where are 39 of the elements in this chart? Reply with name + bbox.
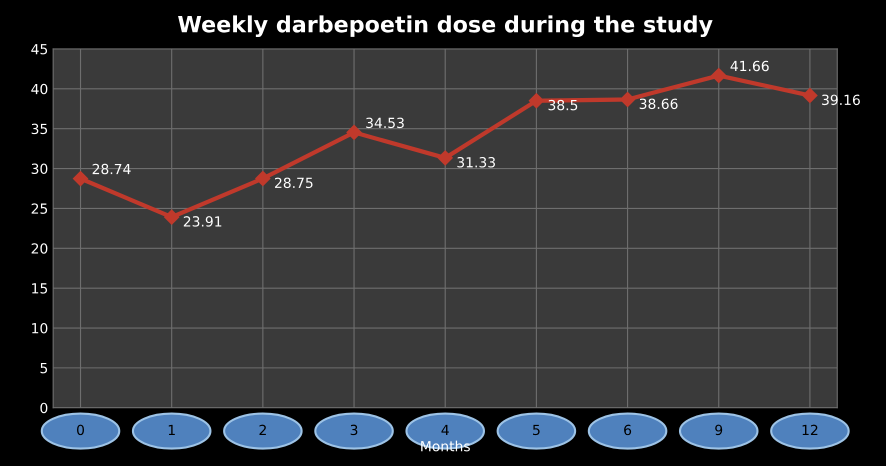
y-tick-label: 20 [32,243,48,254]
point [164,210,180,225]
y-tick-label: 10 [32,322,48,334]
point [711,68,726,84]
point [620,92,636,108]
x-tick-label: 2 [259,424,266,435]
y-tick-label: 35 [32,124,48,134]
x-tick-label: 5 [533,424,540,436]
point [438,150,453,166]
point [346,124,362,140]
data-label: 38.5 [548,100,578,110]
y-tick-label: 25 [32,203,48,214]
data-label: 28.74 [92,164,131,174]
x-tick-label: 3 [350,424,358,436]
point [255,170,270,186]
x-tick-label: 1 [168,424,175,435]
data-label: 28.75 [274,178,313,188]
point [528,93,544,108]
data-label: 23.91 [184,216,222,227]
y-tick-label: 0 [40,402,48,414]
x-tick-label: 4 [441,424,449,435]
data-label: 38.66 [640,98,678,110]
x-tick-label: 9 [715,424,722,436]
data-label: 39.16 [822,94,860,106]
x-tick-label: 12 [802,424,818,435]
y-tick-label: 15 [32,283,48,294]
point [802,88,818,104]
data-label: 41.66 [730,60,769,72]
y-tick-label: 30 [32,164,48,174]
y-tick-label: 40 [31,84,48,94]
chart-title: Weekly darbepoetin dose during the study [178,15,713,38]
x-axis-title: Months [421,440,470,452]
x-tick-label: 6 [624,424,632,436]
data-label: 34.53 [366,118,404,128]
y-tick-label: 5 [40,363,48,374]
data-label: 31.33 [457,157,495,168]
point [72,171,88,186]
y-tick-label: 45 [31,44,48,54]
x-tick-label: 0 [77,424,84,436]
